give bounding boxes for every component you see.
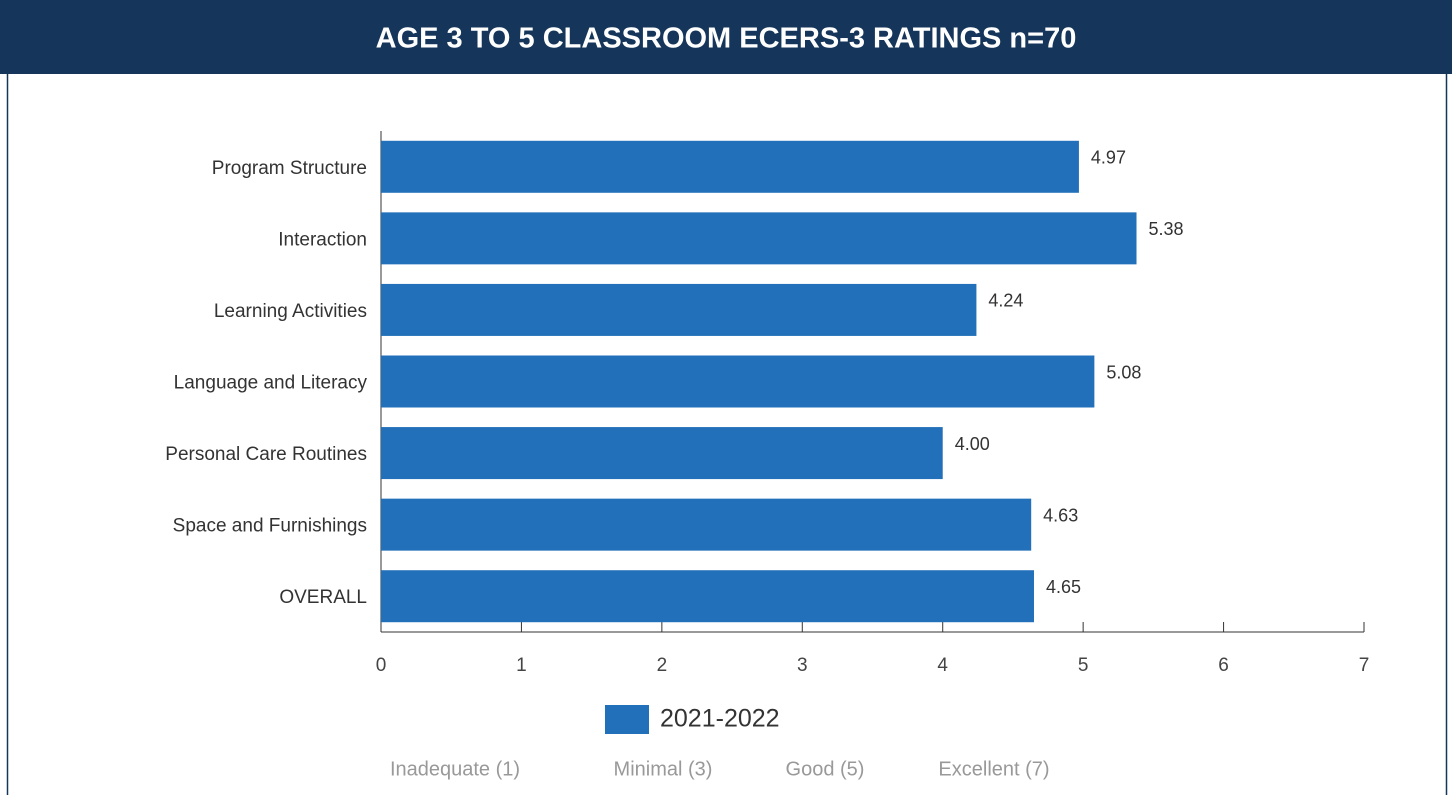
y-tick-label: Language and Literacy: [174, 373, 368, 394]
bar: [381, 427, 943, 480]
bar: [381, 283, 977, 336]
x-tick-label: 1: [516, 655, 527, 676]
legend-swatch: [605, 705, 649, 734]
value-label: 4.97: [1091, 148, 1126, 168]
y-tick-label: Space and Furnishings: [173, 516, 367, 537]
bar: [381, 140, 1079, 193]
x-tick-label: 7: [1359, 655, 1370, 676]
y-tick-label: Interaction: [278, 229, 367, 250]
value-label: 5.08: [1106, 362, 1141, 382]
annotation: Good (5): [786, 758, 865, 780]
legend-label: 2021-2022: [660, 705, 780, 733]
x-tick-label: 2: [657, 655, 668, 676]
bar: [381, 570, 1034, 623]
x-tick-label: 0: [376, 655, 387, 676]
value-label: 4.65: [1046, 577, 1081, 597]
x-tick-label: 4: [937, 655, 948, 676]
bar: [381, 498, 1032, 551]
value-label: 5.38: [1149, 219, 1184, 239]
x-tick-label: 3: [797, 655, 808, 676]
y-tick-label: Personal Care Routines: [165, 444, 367, 465]
bar: [381, 212, 1137, 265]
header-bar: [0, 0, 1452, 74]
value-label: 4.63: [1043, 505, 1078, 525]
annotation: Excellent (7): [938, 758, 1049, 780]
y-tick-label: Learning Activities: [214, 301, 367, 322]
chart-title: AGE 3 TO 5 CLASSROOM ECERS-3 RATINGS n=7…: [376, 23, 1077, 55]
y-tick-label: Program Structure: [212, 158, 367, 179]
annotation: Minimal (3): [614, 758, 713, 780]
value-label: 4.00: [955, 434, 990, 454]
x-tick-label: 6: [1218, 655, 1229, 676]
value-label: 4.24: [988, 291, 1023, 311]
annotation: Inadequate (1): [390, 758, 520, 780]
y-tick-label: OVERALL: [279, 587, 367, 608]
x-tick-label: 5: [1078, 655, 1089, 676]
bar: [381, 355, 1095, 408]
